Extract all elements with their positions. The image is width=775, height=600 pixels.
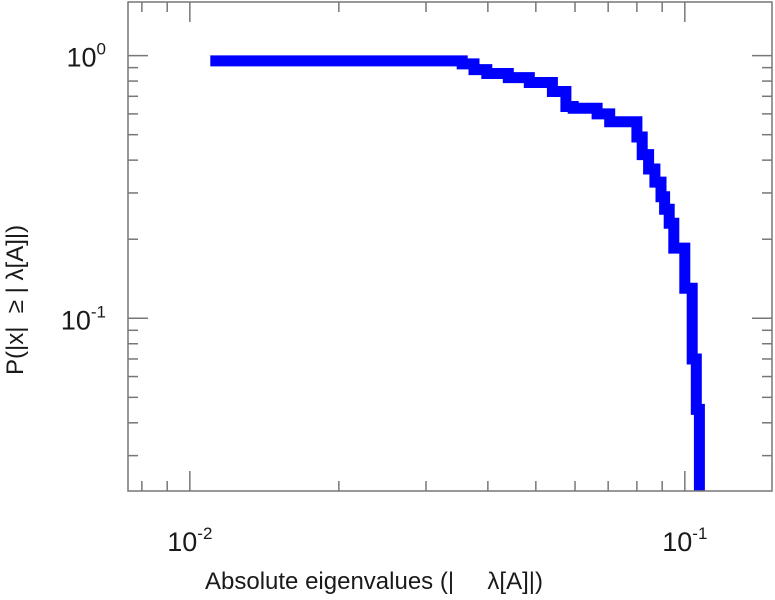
- x-axis-label: Absolute eigenvalues (| λ[A]|): [205, 568, 543, 595]
- y-tick-label: 100: [66, 40, 106, 73]
- tick-marks: [128, 2, 772, 491]
- x-tick-label: 10-1: [662, 524, 707, 557]
- x-tick-label: 10-2: [167, 524, 212, 557]
- y-tick-label: 10-1: [61, 302, 106, 335]
- data-series-line: [210, 55, 705, 491]
- y-axis-label: P(|x| ≥ | λ[A]|): [2, 225, 29, 375]
- plot-frame: [127, 1, 773, 492]
- tick-labels: 10-2 10-1 100 10-1: [61, 40, 708, 557]
